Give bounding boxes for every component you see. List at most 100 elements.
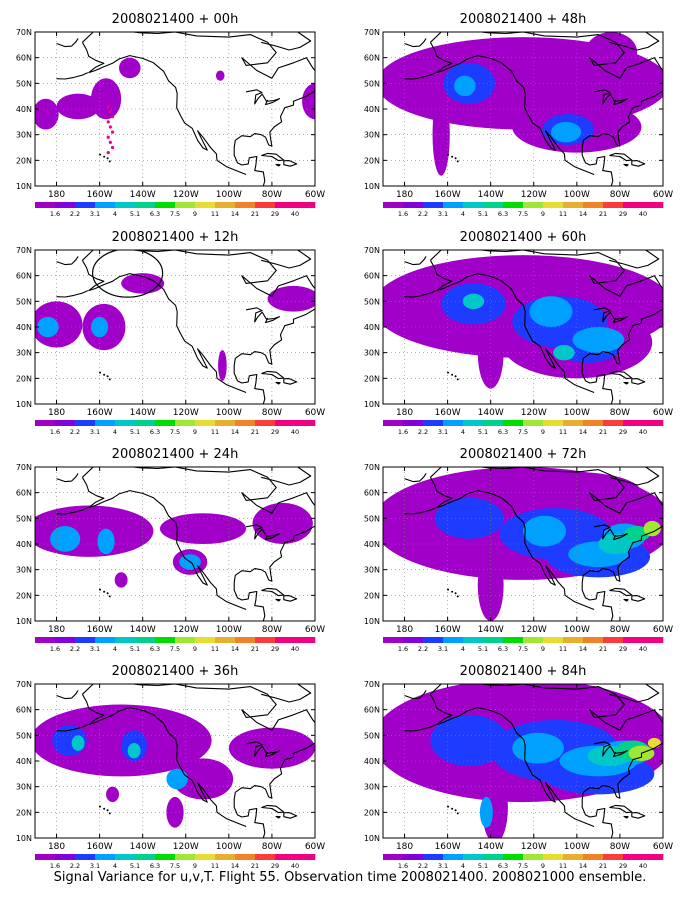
lon-tick-label: 80W [262,842,282,852]
colorbar-label: 3.1 [90,862,100,870]
colorbar-swatch [583,854,604,860]
colorbar-swatch [463,420,484,426]
colorbar-swatch [443,202,464,208]
colorbar-swatch [295,202,316,208]
colorbar-swatch [215,420,236,426]
lat-tick-label: 20N [364,591,380,600]
lat-tick-label: 70N [16,463,32,472]
coastline [404,467,663,621]
colorbar-label: 29 [619,645,627,653]
colorbar-label: 9 [193,428,197,436]
colorbar-label: 40 [291,210,299,218]
colorbar-label: 14 [579,428,587,436]
colorbar-swatch [115,202,136,208]
lon-tick-label: 60W [305,190,325,200]
panel-title: 2008021400 + 36h [112,664,239,679]
colorbar-swatch [503,202,524,208]
colorbar-label: 7.5 [170,210,180,218]
lat-tick-label: 60N [364,489,380,498]
colorbar-swatch [115,420,136,426]
lon-tick-label: 180 [48,842,65,852]
colorbar-label: 2.2 [70,645,80,653]
colorbar-swatch [443,420,464,426]
colorbar-label: 21 [251,428,259,436]
colorbar-label: 5.1 [130,862,140,870]
colorbar-swatch [503,420,524,426]
lat-tick-label: 50N [16,297,32,306]
lat-tick-label: 50N [16,731,32,740]
colorbar-label: 5.1 [478,428,488,436]
colorbar-swatch [423,420,444,426]
colorbar-label: 4 [113,428,117,436]
lat-tick-label: 30N [364,566,380,575]
colorbar-swatch [55,854,76,860]
colorbar-swatch [543,637,564,643]
colorbar-label: 29 [271,645,279,653]
colorbar-label: 11 [559,428,567,436]
colorbar-label: 9 [541,645,545,653]
colorbar-label: 4 [461,428,465,436]
colorbar-swatch [643,854,664,860]
colorbar-label: 14 [579,862,587,870]
colorbar-swatch [215,202,236,208]
colorbar-label: 40 [639,428,647,436]
lon-tick-label: 160W [87,842,113,852]
lat-tick-label: 30N [16,783,32,792]
colorbar-label: 5.1 [130,428,140,436]
colorbar-swatch [443,854,464,860]
colorbar-swatch [483,420,504,426]
colorbar-swatch [55,637,76,643]
colorbar-swatch [215,854,236,860]
colorbar-swatch [95,420,116,426]
colorbar-swatch [383,854,404,860]
lat-tick-label: 70N [16,680,32,689]
colorbar-swatch [175,854,196,860]
colorbar-swatch [175,202,196,208]
colorbar-swatch [563,854,584,860]
lon-tick-label: 140W [130,408,156,418]
colorbar: 1.6 2.2 3.1 4 5.1 6.3 7.5 9 11 14 21 29 40 [35,420,316,436]
lon-tick-label: 180 [48,190,65,200]
lon-tick-label: 100W [216,190,242,200]
colorbar-swatch [403,637,424,643]
colorbar-label: 9 [541,428,545,436]
lat-tick-label: 70N [16,246,32,255]
lat-tick-label: 30N [364,131,380,140]
colorbar-swatch [195,420,216,426]
colorbar-swatch [603,637,624,643]
colorbar-label: 6.3 [498,645,508,653]
lat-tick-label: 20N [16,156,32,165]
colorbar: 1.6 2.2 3.1 4 5.1 6.3 7.5 9 11 14 21 29 40 [383,202,664,218]
lon-tick-label: 80W [262,190,282,200]
colorbar-label: 6.3 [150,210,160,218]
colorbar-swatch [135,637,156,643]
lon-tick-label: 120W [521,842,547,852]
lat-tick-label: 70N [364,680,380,689]
colorbar-label: 11 [211,428,219,436]
colorbar-swatch [115,637,136,643]
coastline [56,250,315,404]
colorbar-swatch [443,637,464,643]
colorbar-label: 4 [461,645,465,653]
colorbar-label: 6.3 [498,862,508,870]
lat-tick-label: 60N [16,54,32,63]
colorbar-swatch [523,854,544,860]
panel-title: 2008021400 + 72h [460,447,587,462]
colorbar-swatch [295,637,316,643]
lat-tick-label: 40N [16,105,32,114]
colorbar-swatch [523,637,544,643]
colorbar-swatch [215,637,236,643]
colorbar-swatch [643,202,664,208]
colorbar-label: 3.1 [438,428,448,436]
lon-tick-label: 100W [564,625,590,635]
map-panel: 2008021400 + 72h 70N 60N 50N 40N 30N 20N 10N 180… [364,447,673,653]
coastline [56,684,315,838]
colorbar-swatch [75,637,96,643]
colorbar-swatch [383,420,404,426]
colorbar-label: 1.6 [50,428,60,436]
colorbar-swatch [135,420,156,426]
colorbar-label: 11 [559,210,567,218]
map-panel: 2008021400 + 24h 70N 60N 50N 40N 30N 20N 10N 180… [16,447,325,653]
colorbar-swatch [423,202,444,208]
lat-tick-label: 50N [364,297,380,306]
